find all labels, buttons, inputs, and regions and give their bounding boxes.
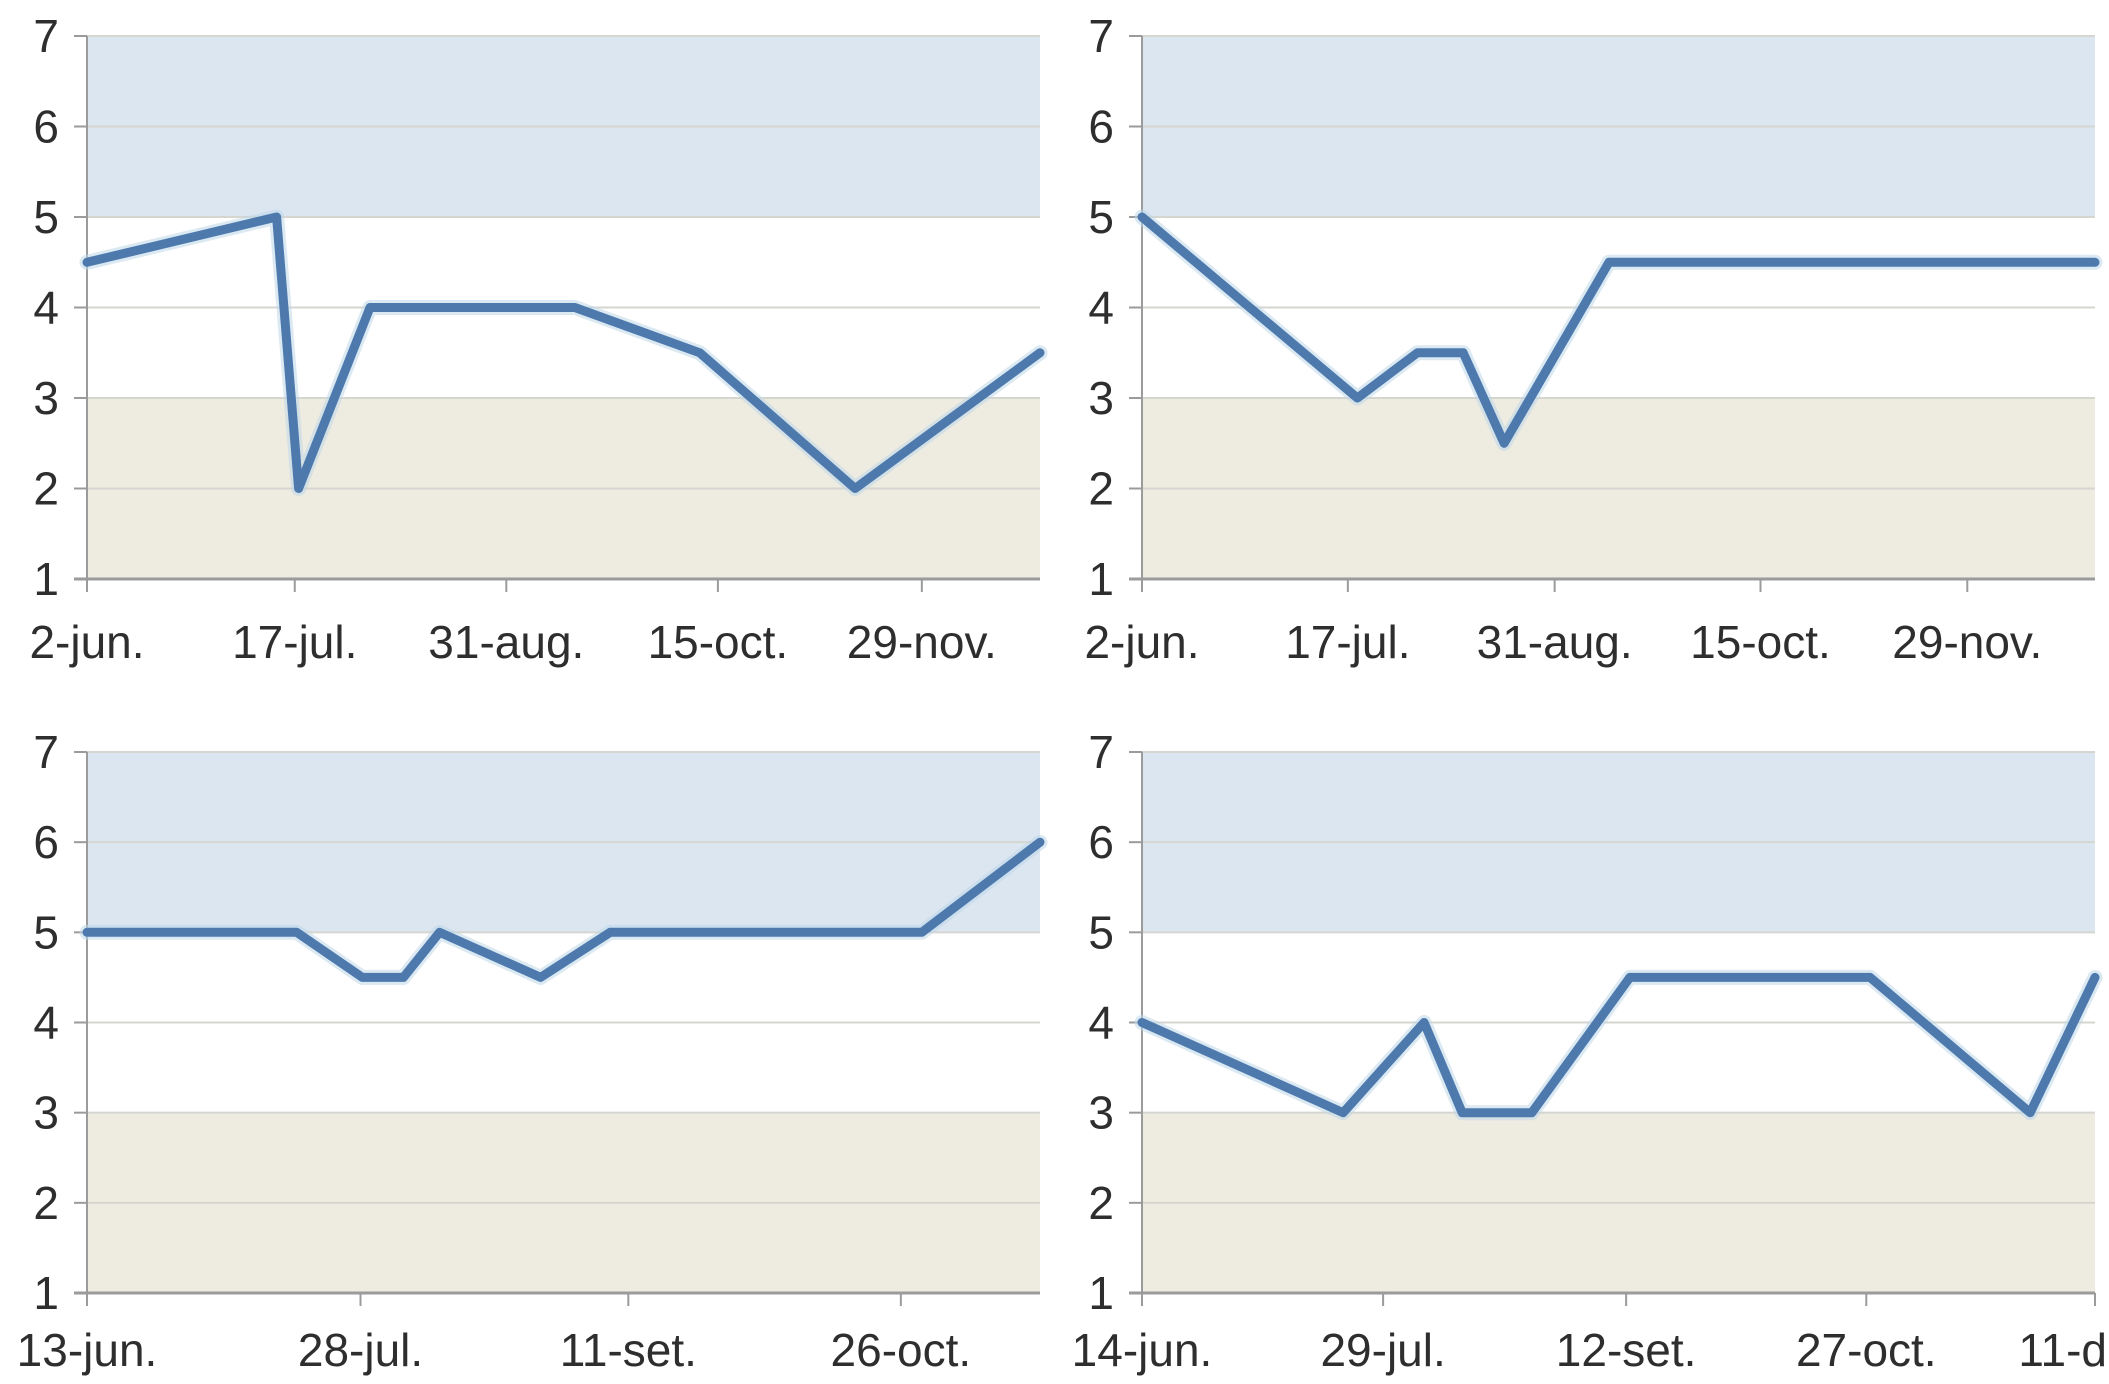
data-line xyxy=(1137,212,2100,448)
y-tick-label: 5 xyxy=(33,906,59,958)
y-tick-label: 2 xyxy=(33,1177,59,1229)
data-line xyxy=(82,837,1045,982)
y-tick-label: 1 xyxy=(33,553,59,605)
chart-svg-bottom-left: 1 2 3 4 5 6 7 13-jun. 28-jul. 11-set. 26-oct. xyxy=(17,726,1048,1376)
x-tick-label: 11-set. xyxy=(560,1324,697,1376)
chart-panel-top-left: 1 2 3 4 5 6 7 2-jun. 17-jul. 31-aug. 15-oct. 29-nov… xyxy=(0,0,1054,692)
x-tick-label: 29-nov. xyxy=(1892,616,2042,668)
y-tick-label: 1 xyxy=(33,1267,59,1319)
y-tick-label: 5 xyxy=(33,191,59,243)
y-tick-label: 3 xyxy=(33,1087,59,1139)
y-tick-label: 7 xyxy=(1088,726,1114,778)
chart-panel-bottom-left: 1 2 3 4 5 6 7 13-jun. 28-jul. 11-set. 26-oct. xyxy=(0,692,1054,1384)
x-tick-label: 31-aug. xyxy=(428,616,584,668)
y-tick-label: 2 xyxy=(1088,463,1114,515)
x-tick-label: 27-oct. xyxy=(1796,1324,1937,1376)
x-tick-label: 17-jul. xyxy=(1285,616,1410,668)
x-tick-label: 31-aug. xyxy=(1477,616,1633,668)
data-line xyxy=(82,212,1045,493)
y-tick-label: 4 xyxy=(1088,997,1114,1049)
x-tick-label: 15-oct. xyxy=(1690,616,1831,668)
x-tick-label: 12-set. xyxy=(1556,1324,1697,1376)
x-tick-label: 15-oct. xyxy=(648,616,789,668)
y-tick-label: 6 xyxy=(1088,101,1114,153)
y-tick-label: 4 xyxy=(33,997,59,1049)
y-tick-label: 7 xyxy=(33,10,59,62)
chart-svg-bottom-right: 1 2 3 4 5 6 7 14-jun. 29-jul. 12-set. 27-oct. 11-d xyxy=(1072,726,2107,1376)
y-tick-label: 1 xyxy=(1088,553,1114,605)
x-tick-label: 2-jun. xyxy=(29,616,144,668)
x-tick-label: 28-jul. xyxy=(298,1324,423,1376)
y-tick-label: 3 xyxy=(1088,1087,1114,1139)
chart-svg-top-right: 1 2 3 4 5 6 7 2-jun. 17-jul. 31-aug. 15-oct. 29-nov… xyxy=(1084,10,2103,668)
chart-panel-top-right: 1 2 3 4 5 6 7 2-jun. 17-jul. 31-aug. 15-oct. 29-nov… xyxy=(1055,0,2109,692)
y-tick-label: 4 xyxy=(1088,282,1114,334)
x-tick-label: 11-d xyxy=(2018,1324,2107,1376)
x-tick-label: 17-jul. xyxy=(232,616,357,668)
y-tick-label: 1 xyxy=(1088,1267,1114,1319)
y-tick-label: 4 xyxy=(33,282,59,334)
data-line xyxy=(1137,972,2100,1118)
y-tick-label: 5 xyxy=(1088,191,1114,243)
y-tick-label: 7 xyxy=(33,726,59,778)
x-tick-label: 26-oct. xyxy=(831,1324,972,1376)
x-tick-label: 29-nov. xyxy=(847,616,997,668)
x-tick-label: 2-jun. xyxy=(1084,616,1199,668)
x-tick-label: 13-jun. xyxy=(17,1324,158,1376)
chart-svg-top-left: 1 2 3 4 5 6 7 2-jun. 17-jul. 31-aug. 15-oct. 29-nov… xyxy=(29,10,1048,668)
y-tick-label: 2 xyxy=(1088,1177,1114,1229)
y-tick-label: 5 xyxy=(1088,906,1114,958)
y-tick-label: 6 xyxy=(33,816,59,868)
x-tick-label: 29-jul. xyxy=(1320,1324,1445,1376)
y-tick-label: 3 xyxy=(1088,372,1114,424)
y-tick-label: 3 xyxy=(33,372,59,424)
chart-panel-bottom-right: 1 2 3 4 5 6 7 14-jun. 29-jul. 12-set. 27-oct. 11-d xyxy=(1055,692,2109,1384)
y-tick-label: 6 xyxy=(1088,816,1114,868)
y-tick-label: 7 xyxy=(1088,10,1114,62)
x-tick-label: 14-jun. xyxy=(1072,1324,1213,1376)
y-tick-label: 2 xyxy=(33,463,59,515)
y-tick-label: 6 xyxy=(33,101,59,153)
